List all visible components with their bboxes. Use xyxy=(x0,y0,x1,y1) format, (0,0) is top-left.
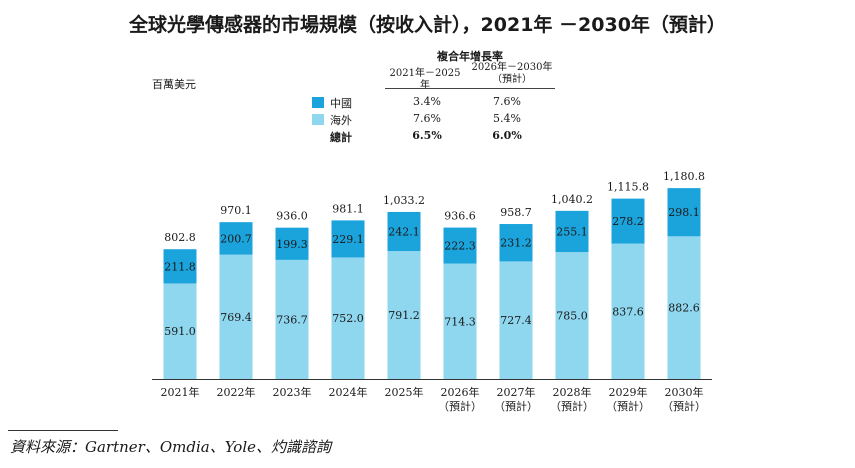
bar-label-overseas-4: 791.2 xyxy=(388,309,420,322)
source-note: 資料來源：Gartner、Omdia、Yole、灼識諮詢 xyxy=(10,438,331,456)
legend-label-total: 總計 xyxy=(330,131,352,144)
bar-china-1 xyxy=(219,222,253,255)
x-tick-label-5: 2026年 xyxy=(441,385,480,399)
bar-overseas-6 xyxy=(499,261,533,379)
bar-overseas-8 xyxy=(611,243,645,379)
cagr-divider xyxy=(385,88,555,89)
legend-label-overseas: 海外 xyxy=(330,114,352,127)
cagr-overseas-2026-2030: 5.4% xyxy=(493,112,521,125)
bar-china-0 xyxy=(163,249,197,284)
bar-label-china-4: 242.1 xyxy=(388,226,420,239)
total-label-0: 802.8 xyxy=(164,231,196,244)
total-label-6: 958.7 xyxy=(500,206,532,219)
bar-overseas-1 xyxy=(219,254,253,379)
bar-overseas-4 xyxy=(387,251,421,379)
x-tick-label-9: 2030年 xyxy=(665,385,704,399)
legend-label-china: 中國 xyxy=(330,97,352,110)
bar-label-china-8: 278.2 xyxy=(612,215,644,228)
cagr-col2-line2: （預計） xyxy=(492,74,532,85)
cagr-col2-line1: 2026年－2030年 xyxy=(471,62,553,73)
bar-label-china-2: 199.3 xyxy=(276,238,308,251)
bar-label-china-0: 211.8 xyxy=(164,260,196,273)
bar-china-5 xyxy=(443,227,477,264)
bar-china-3 xyxy=(331,220,365,258)
x-tick-label-8-sub: （預計） xyxy=(606,399,650,413)
cagr-col2-header: 2026年－2030年 （預計） xyxy=(468,62,556,86)
bar-label-overseas-1: 769.4 xyxy=(220,311,252,324)
bar-label-overseas-3: 752.0 xyxy=(332,312,364,325)
total-label-1: 970.1 xyxy=(220,204,252,217)
bar-label-overseas-9: 882.6 xyxy=(668,302,700,315)
bar-overseas-9 xyxy=(667,236,701,379)
cagr-china-2026-2030: 7.6% xyxy=(493,95,521,108)
bar-label-overseas-8: 837.6 xyxy=(612,305,644,318)
bar-overseas-2 xyxy=(275,259,309,379)
bar-label-china-6: 231.2 xyxy=(500,237,532,250)
legend-swatch-china xyxy=(312,97,324,108)
bar-china-2 xyxy=(275,227,309,260)
bar-label-overseas-7: 785.0 xyxy=(556,310,588,323)
bar-overseas-3 xyxy=(331,257,365,379)
legend-row-total: 總計 6.5% 6.0% xyxy=(312,129,552,145)
x-tick-label-4: 2025年 xyxy=(385,385,424,399)
bar-china-4 xyxy=(387,211,421,252)
x-tick-label-3: 2024年 xyxy=(329,385,368,399)
bar-china-9 xyxy=(667,188,701,237)
cagr-col1-header: 2021年－2025年 xyxy=(389,68,461,91)
cagr-total-2021-2025: 6.5% xyxy=(412,129,442,142)
x-tick-label-9-sub: （預計） xyxy=(662,399,706,413)
x-tick-label-1: 2022年 xyxy=(217,385,256,399)
bar-china-8 xyxy=(611,198,645,244)
legend-row-china: 中國 3.4% 7.6% xyxy=(312,95,552,111)
x-tick-label-0: 2021年 xyxy=(161,385,200,399)
cagr-total-2026-2030: 6.0% xyxy=(492,129,522,142)
bar-label-overseas-0: 591.0 xyxy=(164,325,196,338)
legend-swatch-overseas xyxy=(312,114,324,125)
total-label-3: 981.1 xyxy=(332,202,364,215)
total-label-9: 1,180.8 xyxy=(663,170,705,183)
total-label-8: 1,115.8 xyxy=(607,181,649,194)
bar-overseas-0 xyxy=(163,283,197,379)
bar-label-china-1: 200.7 xyxy=(220,232,252,245)
bar-label-china-3: 229.1 xyxy=(332,233,364,246)
stacked-bar-chart: 591.0 211.8 802.8 2021年 769.4 200.7 970.1 2022年… xyxy=(152,170,712,413)
cagr-overseas-2021-2025: 7.6% xyxy=(413,112,441,125)
bar-label-overseas-6: 727.4 xyxy=(500,314,532,327)
bar-china-7 xyxy=(555,210,589,253)
x-tick-label-8: 2029年 xyxy=(609,385,648,399)
total-label-5: 936.6 xyxy=(444,210,476,223)
x-tick-label-6-sub: （預計） xyxy=(494,399,538,413)
total-label-2: 936.0 xyxy=(276,210,308,223)
bar-overseas-5 xyxy=(443,263,477,379)
bar-label-china-5: 222.3 xyxy=(444,240,476,253)
x-tick-label-6: 2027年 xyxy=(497,385,536,399)
x-tick-label-7: 2028年 xyxy=(553,385,592,399)
x-tick-label-5-sub: （預計） xyxy=(438,399,482,413)
legend-row-overseas: 海外 7.6% 5.4% xyxy=(312,112,552,128)
bar-label-overseas-2: 736.7 xyxy=(276,313,308,326)
total-label-7: 1,040.2 xyxy=(551,193,593,206)
cagr-heading: 複合年增長率 xyxy=(437,50,503,63)
x-tick-label-2: 2023年 xyxy=(273,385,312,399)
chart-title: 全球光學傳感器的市場規模（按收入計），2021年 －2030年（預計） xyxy=(129,14,726,36)
bar-china-6 xyxy=(499,224,533,262)
x-tick-label-7-sub: （預計） xyxy=(550,399,594,413)
bar-overseas-7 xyxy=(555,252,589,379)
bar-label-china-9: 298.1 xyxy=(668,206,700,219)
bar-label-china-7: 255.1 xyxy=(556,225,588,238)
total-label-4: 1,033.2 xyxy=(383,194,425,207)
bar-label-overseas-5: 714.3 xyxy=(444,315,476,328)
source-divider xyxy=(8,430,118,431)
cagr-china-2021-2025: 3.4% xyxy=(413,95,441,108)
unit-label: 百萬美元 xyxy=(152,78,196,91)
